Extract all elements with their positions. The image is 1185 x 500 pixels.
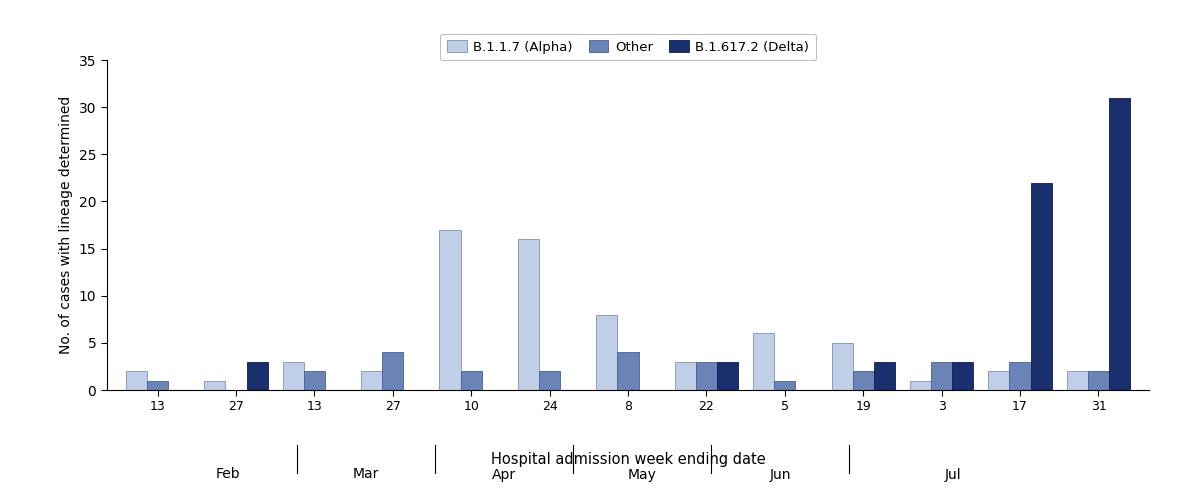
Bar (754, 334, 774, 390)
Bar (361, 371, 383, 390)
Text: Feb: Feb (216, 468, 239, 481)
Text: Apr: Apr (492, 468, 515, 481)
Text: Jun: Jun (769, 468, 790, 481)
Bar (774, 380, 795, 390)
Bar (1010, 362, 1031, 390)
Bar (246, 362, 268, 390)
Y-axis label: No. of cases with lineage determined: No. of cases with lineage determined (59, 96, 73, 354)
Bar (1088, 371, 1109, 390)
Bar (283, 362, 303, 390)
Bar (518, 239, 539, 390)
Legend: B.1.1.7 (Alpha), Other, B.1.617.2 (Delta): B.1.1.7 (Alpha), Other, B.1.617.2 (Delta… (441, 34, 815, 60)
Bar (539, 371, 561, 390)
Bar (696, 362, 717, 390)
X-axis label: Hospital admission week ending date: Hospital admission week ending date (491, 452, 766, 466)
Bar (910, 380, 931, 390)
Text: Mar: Mar (352, 468, 379, 481)
Bar (204, 380, 225, 390)
Bar (617, 352, 639, 390)
Bar (1066, 371, 1088, 390)
Bar (873, 362, 895, 390)
Bar (953, 362, 973, 390)
Bar (461, 371, 482, 390)
Bar (1031, 182, 1052, 390)
Bar (717, 362, 738, 390)
Bar (440, 230, 461, 390)
Bar (383, 352, 403, 390)
Text: May: May (627, 468, 656, 481)
Bar (596, 314, 617, 390)
Bar (931, 362, 953, 390)
Text: Jul: Jul (944, 468, 961, 481)
Bar (853, 371, 873, 390)
Bar (303, 371, 325, 390)
Bar (147, 380, 168, 390)
Bar (1109, 98, 1130, 390)
Bar (674, 362, 696, 390)
Bar (832, 343, 853, 390)
Bar (126, 371, 147, 390)
Bar (988, 371, 1010, 390)
